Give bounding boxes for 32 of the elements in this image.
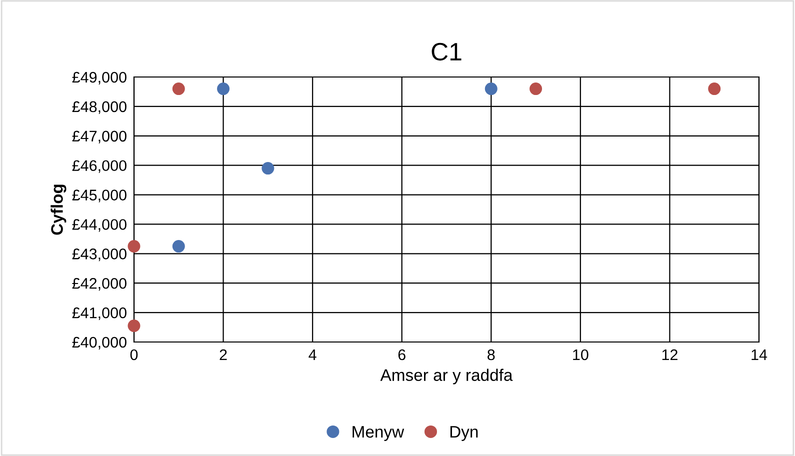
- x-tick-label: 8: [488, 349, 495, 360]
- y-tick-label: £47,000: [72, 130, 126, 144]
- point: [217, 82, 230, 96]
- y-tick-label: £43,000: [72, 248, 126, 262]
- y-tick-label: £45,000: [72, 190, 126, 202]
- y-tick-label: £40,000: [72, 336, 126, 350]
- point: [708, 82, 721, 96]
- x-tick-label: 14: [752, 350, 768, 360]
- chart-title: C1: [432, 42, 462, 61]
- point: [128, 240, 140, 253]
- x-tick-label: 2: [220, 349, 227, 360]
- x-tick-label: 4: [308, 350, 316, 360]
- x-tick-label: 12: [662, 349, 678, 360]
- x-tick-label: 6: [398, 349, 406, 360]
- y-tick-label: £42,000: [72, 278, 126, 291]
- y-tick-label: £48,000: [72, 101, 126, 114]
- point: [128, 320, 140, 332]
- point: [262, 162, 274, 175]
- y-tick-label: £49,000: [72, 72, 126, 84]
- y-tick-label: £44,000: [72, 219, 126, 232]
- x-tick-label: 10: [573, 349, 588, 360]
- x-axis-title: Amser ar y raddfa: [380, 368, 513, 384]
- point: [484, 82, 498, 96]
- legend-label: Menyw: [352, 426, 404, 441]
- point: [172, 240, 185, 253]
- x-tick-label: 0: [130, 349, 138, 360]
- legend-label: Dyn: [450, 426, 478, 441]
- y-tick-label: £46,000: [72, 160, 126, 173]
- y-axis-title: Cyflog: [50, 184, 66, 235]
- y-tick-label: £41,000: [72, 307, 126, 320]
- point: [530, 82, 542, 96]
- point: [172, 82, 185, 96]
